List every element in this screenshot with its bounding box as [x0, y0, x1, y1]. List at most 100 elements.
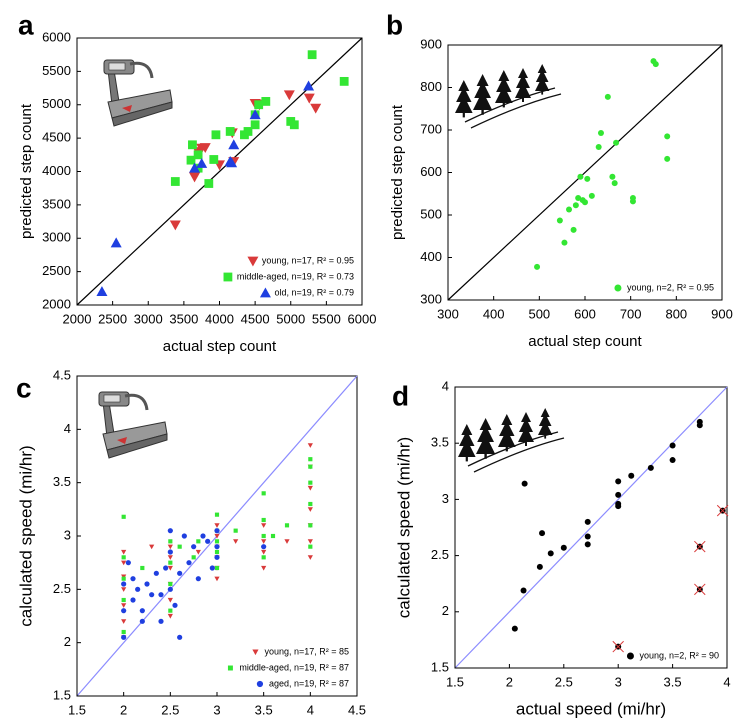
point — [233, 539, 239, 544]
y-tick-label: 700 — [420, 121, 442, 136]
point — [214, 554, 220, 560]
point — [284, 523, 290, 528]
panel: c1.522.533.544.51.522.533.544.5actual sp… — [16, 367, 366, 717]
point — [149, 544, 155, 550]
point — [611, 180, 618, 187]
point — [664, 155, 671, 162]
point — [121, 514, 126, 519]
point — [121, 555, 126, 560]
x-tick-label: 2 — [120, 702, 127, 717]
y-axis-title: calculated speed (mi/hr) — [394, 437, 413, 618]
point — [308, 457, 313, 462]
legend-label: young, n=17, R² = 0.95 — [262, 255, 354, 265]
y-tick-label: 2 — [442, 603, 449, 618]
point — [243, 127, 253, 136]
y-tick-label: 3.5 — [431, 435, 449, 450]
point — [196, 157, 208, 168]
point — [233, 528, 238, 533]
legend-label: middle-aged, n=19, R² = 0.73 — [237, 271, 354, 281]
point — [566, 206, 573, 213]
x-tick-label: 2.5 — [161, 702, 179, 717]
x-tick-label: 400 — [483, 306, 505, 321]
point — [308, 480, 313, 485]
x-tick-label: 700 — [620, 306, 642, 321]
point — [199, 143, 211, 153]
x-tick-label: 5500 — [312, 311, 341, 326]
point — [167, 586, 173, 592]
point — [261, 533, 266, 539]
point — [511, 625, 518, 632]
point — [560, 544, 567, 551]
x-axis-title: actual step count — [528, 333, 642, 350]
point — [696, 422, 703, 429]
point — [130, 576, 136, 582]
panel: b 300 400 500 600 700 800 900 300 400 500 600 700 800… — [386, 9, 733, 350]
point — [669, 442, 676, 449]
point — [261, 555, 266, 560]
point — [694, 540, 706, 553]
point — [195, 576, 201, 582]
points — [96, 50, 349, 297]
panel-label: a — [18, 9, 34, 40]
point — [584, 518, 591, 525]
treadmill-icon — [97, 390, 169, 460]
point-cross — [694, 540, 706, 553]
x-tick-label: 2.5 — [555, 674, 573, 689]
x-tick-label: 4.5 — [348, 702, 366, 717]
point — [169, 220, 181, 231]
point — [261, 544, 267, 550]
point — [261, 549, 267, 555]
point — [310, 103, 322, 114]
point — [140, 565, 145, 571]
x-tick-label: 4 — [723, 674, 730, 689]
trees-icon — [458, 408, 564, 472]
x-tick-label: 4500 — [241, 311, 270, 326]
points — [511, 418, 729, 653]
point — [307, 555, 313, 560]
y-tick-label: 5000 — [42, 96, 71, 111]
y-tick-label: 4.5 — [53, 367, 71, 382]
point — [214, 523, 220, 528]
point — [577, 173, 584, 180]
point — [121, 619, 127, 624]
point — [609, 173, 616, 180]
point — [163, 565, 169, 571]
legend-marker — [259, 287, 271, 298]
point — [520, 587, 527, 594]
point — [615, 503, 622, 510]
points — [534, 58, 671, 270]
y-tick-label: 4000 — [42, 163, 71, 178]
point — [664, 133, 671, 140]
y-tick-label: 3500 — [42, 196, 71, 211]
y-axis-title: predicted step count — [389, 104, 406, 240]
x-tick-label: 1.5 — [446, 674, 464, 689]
x-axis-title: actual speed (mi/hr) — [516, 699, 666, 718]
point — [575, 195, 582, 201]
point — [121, 608, 127, 614]
point — [135, 586, 141, 592]
point-cross — [694, 583, 706, 596]
point — [121, 587, 127, 592]
point — [629, 198, 636, 205]
point — [204, 179, 214, 188]
point — [168, 560, 173, 565]
point — [570, 226, 577, 233]
point — [694, 583, 706, 596]
point — [521, 480, 528, 487]
point — [214, 533, 220, 539]
x-tick-label: 500 — [528, 306, 550, 321]
point — [188, 140, 197, 150]
x-tick-label: 3 — [615, 674, 622, 689]
x-axis-title: actual step count — [163, 338, 277, 355]
y-axis-title: predicted step count — [18, 103, 35, 239]
point — [167, 565, 173, 571]
x-tick-label: 6000 — [348, 311, 377, 326]
point — [669, 457, 676, 464]
point — [149, 592, 155, 598]
y-tick-label: 900 — [420, 36, 442, 51]
point-cross — [716, 504, 729, 517]
point — [121, 576, 126, 581]
legend-label: young, n=2, R² = 90 — [639, 650, 719, 660]
point — [588, 192, 595, 199]
x-tick-label: 3 — [213, 702, 220, 717]
